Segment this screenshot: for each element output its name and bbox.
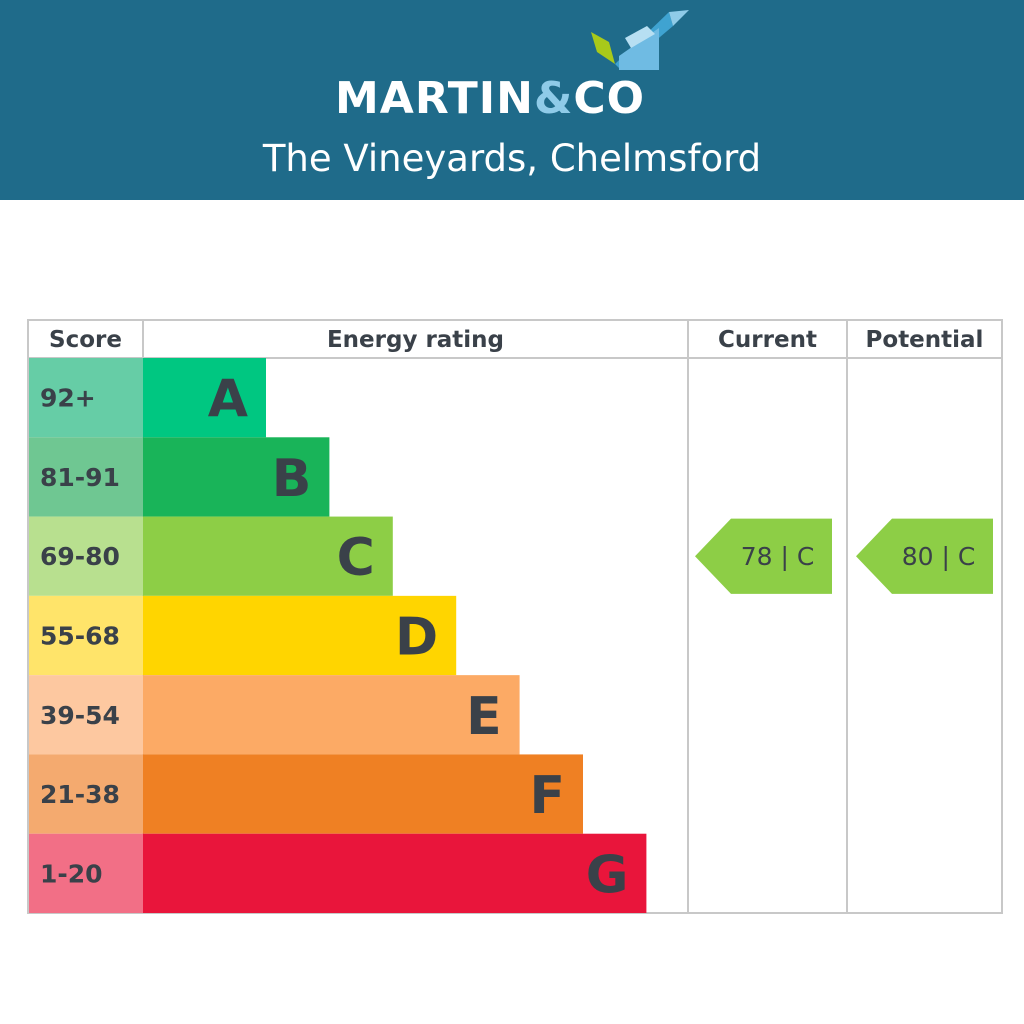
logo-end-text: CO	[573, 73, 646, 124]
logo-main-text: MARTIN	[335, 73, 534, 124]
column-header-3: Potential	[866, 327, 984, 353]
score-cell-b	[29, 437, 143, 517]
score-label-a: 92+	[40, 384, 96, 413]
rating-letter-g: G	[586, 845, 629, 905]
rating-bar-b	[143, 437, 330, 517]
rating-bar-a	[143, 358, 266, 438]
rating-bar-e	[143, 675, 520, 755]
score-label-e: 39-54	[40, 701, 120, 730]
score-cell-f	[29, 754, 143, 834]
rating-letter-e: E	[466, 687, 502, 747]
score-cell-c	[29, 516, 143, 596]
current-rating-label: 78 | C	[741, 542, 815, 571]
rating-bar-g	[143, 833, 647, 913]
rating-letter-d: D	[395, 608, 438, 668]
branch-name: The Vineyards, Chelmsford	[262, 137, 762, 180]
house-roof-icon	[591, 10, 689, 70]
score-cell-a	[29, 358, 143, 438]
column-header-0: Score	[49, 327, 122, 353]
potential-rating-arrow	[856, 518, 993, 594]
rating-letter-c: C	[337, 528, 375, 588]
rating-bar-d	[143, 595, 457, 676]
column-header-2: Current	[718, 327, 817, 353]
rating-letter-a: A	[208, 370, 248, 430]
score-cell-e	[29, 675, 143, 755]
rating-bar-c	[143, 516, 393, 596]
score-label-b: 81-91	[40, 463, 120, 492]
logo-wordmark: MARTIN&CO	[335, 74, 645, 124]
header-banner: MARTIN&CO The Vineyards, Chelmsford	[0, 0, 1024, 200]
score-label-d: 55-68	[40, 622, 120, 651]
rating-letter-b: B	[272, 449, 312, 509]
score-label-c: 69-80	[40, 542, 120, 571]
current-rating-arrow	[695, 518, 832, 594]
potential-rating-label: 80 | C	[902, 542, 976, 571]
column-header-1: Energy rating	[327, 327, 504, 353]
logo-amp-text: &	[533, 73, 574, 124]
martin-and-co-logo: MARTIN&CO	[335, 8, 695, 124]
rating-bar-f	[143, 754, 583, 834]
rating-letter-f: F	[529, 766, 565, 826]
score-cell-d	[29, 595, 143, 676]
score-label-f: 21-38	[40, 780, 120, 809]
score-cell-g	[29, 833, 143, 913]
score-label-g: 1-20	[40, 859, 103, 888]
